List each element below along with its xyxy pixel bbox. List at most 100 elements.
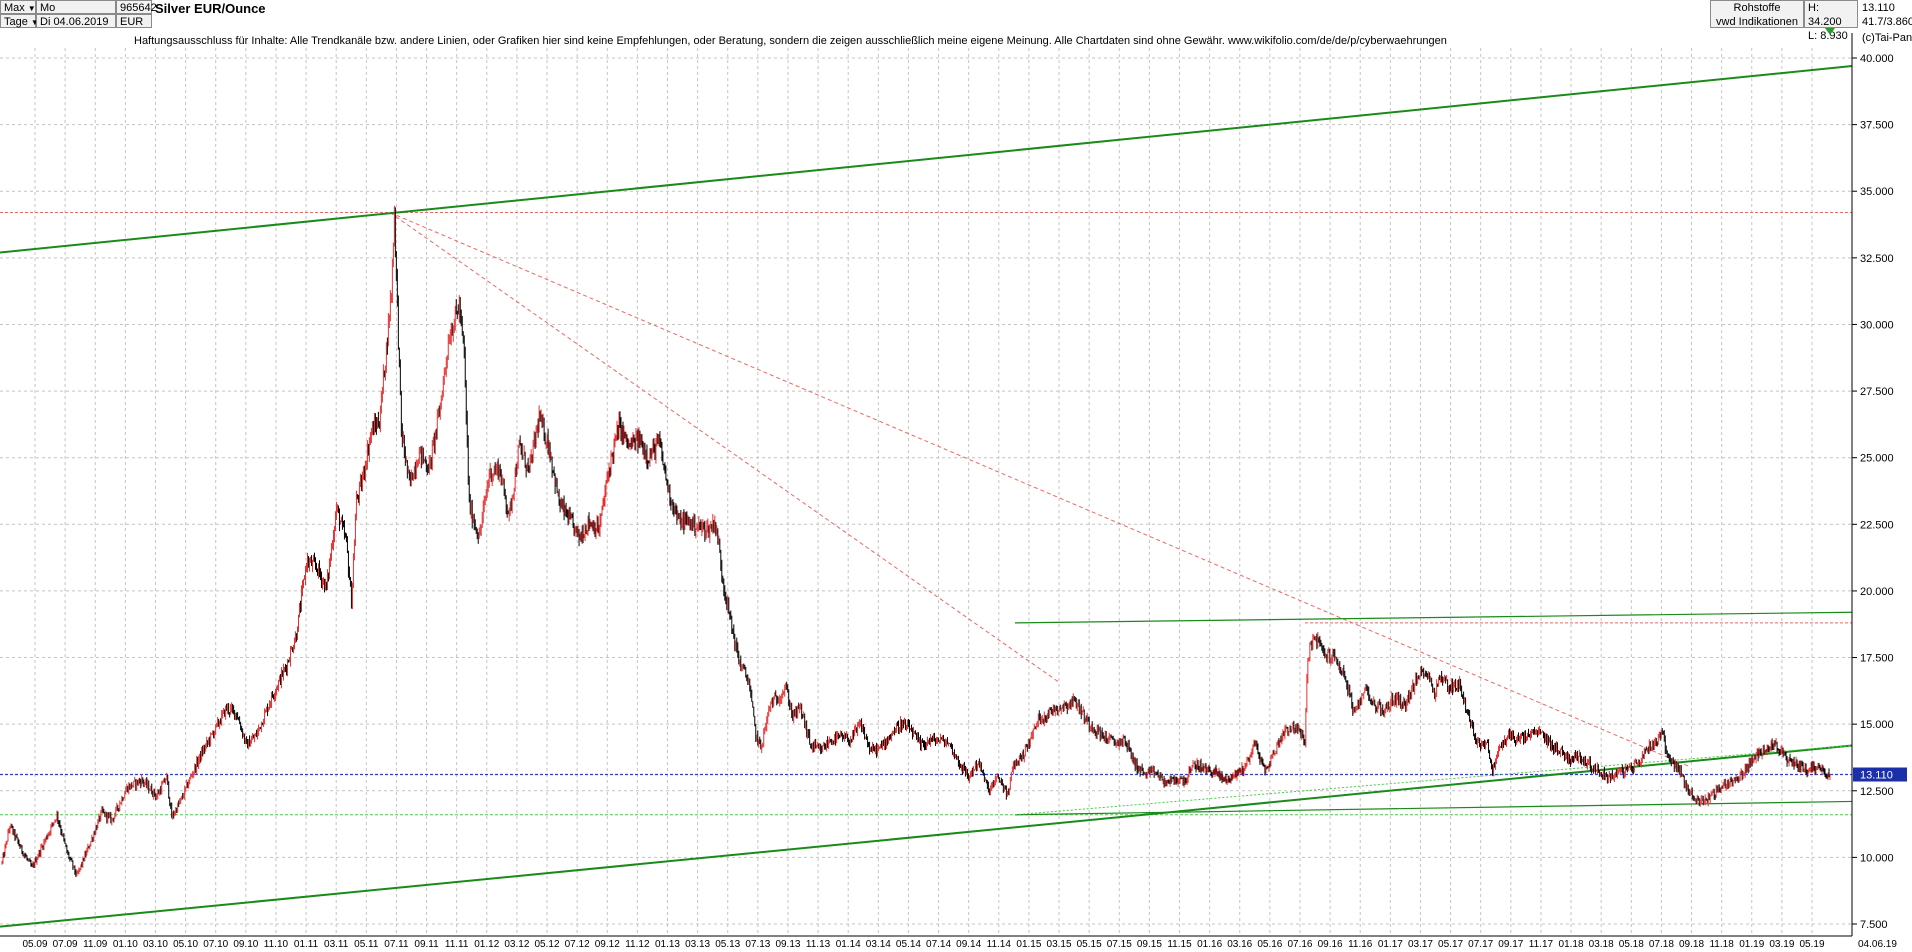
high-value: H: 34.200 bbox=[1808, 2, 1842, 28]
x-tick-label: 07.17 bbox=[1468, 939, 1493, 950]
x-tick-label: 11.13 bbox=[806, 939, 831, 950]
x-tick-label: 09.12 bbox=[595, 939, 620, 950]
currency-value: EUR bbox=[120, 16, 144, 28]
x-tick-label: 09.11 bbox=[414, 939, 439, 950]
x-tick-label: 03.14 bbox=[866, 939, 891, 950]
channel-lower-line bbox=[0, 744, 1853, 928]
y-tick-label: 17.500 bbox=[1860, 653, 1894, 665]
x-tick-label: 05.15 bbox=[1077, 939, 1102, 950]
x-tick-label: 01.10 bbox=[113, 939, 138, 950]
x-tick-label: 03.12 bbox=[504, 939, 529, 950]
period-select[interactable]: Max ▼ bbox=[0, 0, 36, 14]
low-value: L: 8.930 bbox=[1808, 30, 1848, 42]
x-tick-label: 07.15 bbox=[1107, 939, 1132, 950]
y-tick-label: 37.500 bbox=[1860, 120, 1894, 132]
x-tick-label: 01.17 bbox=[1378, 939, 1403, 950]
x-tick-label: 07.10 bbox=[203, 939, 228, 950]
x-tick-label: 01.12 bbox=[474, 939, 499, 950]
x-tick-label: 03.19 bbox=[1769, 939, 1794, 950]
y-tick-label: 20.000 bbox=[1860, 586, 1894, 598]
x-tick-label: 11.11 bbox=[445, 939, 469, 950]
x-tick-label: 11.18 bbox=[1709, 939, 1734, 950]
y-tick-label: 12.500 bbox=[1860, 786, 1894, 798]
x-tick-label: 01.13 bbox=[655, 939, 680, 950]
x-tick-label: 03.11 bbox=[324, 939, 349, 950]
support-trend-line-light bbox=[1014, 744, 1853, 816]
x-tick-label: 05.09 bbox=[22, 939, 47, 950]
x-tick-label: 01.18 bbox=[1559, 939, 1584, 950]
source-box: Rohstoffe vwd Indikationen bbox=[1710, 0, 1804, 28]
end-date-label: 04.06.19 bbox=[1858, 939, 1897, 950]
source-category: Rohstoffe bbox=[1733, 2, 1781, 14]
source-feed: vwd Indikationen bbox=[1716, 16, 1798, 28]
x-tick-label: 03.15 bbox=[1047, 939, 1072, 950]
y-tick-label: 15.000 bbox=[1860, 719, 1894, 731]
x-tick-label: 07.14 bbox=[926, 939, 951, 950]
y-tick-label: 30.000 bbox=[1860, 319, 1894, 331]
x-tick-label: 01.16 bbox=[1197, 939, 1222, 950]
x-tick-label: 05.16 bbox=[1257, 939, 1282, 950]
current-price-label: 13.110 bbox=[1860, 770, 1893, 782]
date-from-field[interactable]: Mo 26.01.2009 bbox=[36, 0, 116, 28]
interval-select[interactable]: Tage ▼ bbox=[0, 14, 39, 28]
date-axis: 05.09 07.09 11.09 01.10 03.10 05.10 07.10 09.10… bbox=[0, 935, 1897, 950]
x-tick-label: 11.14 bbox=[987, 939, 1012, 950]
x-tick-label: 05.19 bbox=[1799, 939, 1824, 950]
x-tick-label: 09.15 bbox=[1137, 939, 1162, 950]
triangle-down-icon bbox=[1825, 28, 1835, 35]
x-tick-label: 05.11 bbox=[354, 939, 379, 950]
x-tick-label: 01.11 bbox=[294, 939, 319, 950]
x-tick-label: 01.19 bbox=[1739, 939, 1764, 950]
x-tick-label: 09.14 bbox=[956, 939, 981, 950]
date-to-field[interactable]: Di 04.06.2019 bbox=[36, 14, 116, 28]
x-tick-label: 03.16 bbox=[1227, 939, 1252, 950]
down-trend-line bbox=[389, 212, 1691, 768]
x-tick-label: 05.10 bbox=[173, 939, 198, 950]
x-tick-label: 09.18 bbox=[1679, 939, 1704, 950]
y-tick-label: 40.000 bbox=[1860, 53, 1894, 65]
down-trend-line bbox=[389, 212, 1059, 682]
x-tick-label: 07.11 bbox=[384, 939, 409, 950]
symbol-code: 965642 bbox=[116, 0, 157, 14]
y-tick-label: 7.500 bbox=[1860, 919, 1888, 931]
x-tick-label: 11.09 bbox=[83, 939, 108, 950]
x-tick-label: 01.14 bbox=[836, 939, 861, 950]
period-select-value: Max bbox=[4, 2, 25, 14]
x-tick-label: 11.16 bbox=[1348, 939, 1373, 950]
last-price: 13.110 bbox=[1862, 2, 1895, 14]
x-tick-label: 03.17 bbox=[1408, 939, 1433, 950]
price-candles bbox=[1, 205, 1831, 878]
high-low-box: H: 34.200 L: 8.930 bbox=[1804, 0, 1858, 42]
y-tick-label: 35.000 bbox=[1860, 186, 1894, 198]
x-tick-label: 05.14 bbox=[896, 939, 921, 950]
x-tick-label: 11.10 bbox=[264, 939, 289, 950]
copyright-text: (c)Tai-Pan bbox=[1862, 32, 1912, 44]
price-ratio: 41.7/3.860 bbox=[1862, 16, 1912, 28]
x-tick-label: 07.09 bbox=[53, 939, 78, 950]
x-tick-label: 03.18 bbox=[1589, 939, 1614, 950]
y-tick-label: 27.500 bbox=[1860, 386, 1894, 398]
interval-select-value: Tage bbox=[4, 16, 28, 28]
x-tick-label: 09.17 bbox=[1498, 939, 1523, 950]
x-tick-label: 07.12 bbox=[565, 939, 590, 950]
x-tick-label: 09.13 bbox=[775, 939, 800, 950]
y-tick-label: 22.500 bbox=[1860, 519, 1894, 531]
x-tick-label: 11.12 bbox=[625, 939, 650, 950]
x-tick-label: 07.16 bbox=[1287, 939, 1312, 950]
chart-header: Max▼ Tage▼ Mo 26.01.2009 Di 04.06.2019 9… bbox=[0, 0, 1912, 47]
chart-grid bbox=[0, 48, 1852, 936]
y-tick-label: 10.000 bbox=[1860, 852, 1894, 864]
disclaimer-text: Haftungsausschluss für Inhalte: Alle Tre… bbox=[134, 35, 1447, 47]
x-tick-label: 05.12 bbox=[535, 939, 560, 950]
support-trend-line bbox=[1014, 800, 1853, 816]
y-tick-label: 25.000 bbox=[1860, 453, 1894, 465]
x-tick-label: 09.16 bbox=[1318, 939, 1343, 950]
chevron-down-icon: ▼ bbox=[27, 4, 36, 13]
trend-lines bbox=[0, 64, 1853, 928]
x-tick-label: 05.13 bbox=[715, 939, 740, 950]
x-tick-label: 09.10 bbox=[233, 939, 258, 950]
resistance-trend-line bbox=[1014, 611, 1853, 624]
x-tick-label: 11.15 bbox=[1167, 939, 1192, 950]
currency-box: EUR bbox=[116, 14, 152, 28]
